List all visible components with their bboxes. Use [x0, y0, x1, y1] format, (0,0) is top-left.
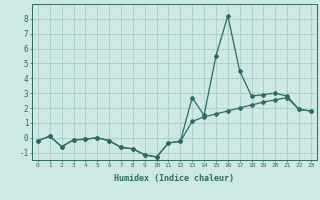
X-axis label: Humidex (Indice chaleur): Humidex (Indice chaleur): [115, 174, 234, 183]
